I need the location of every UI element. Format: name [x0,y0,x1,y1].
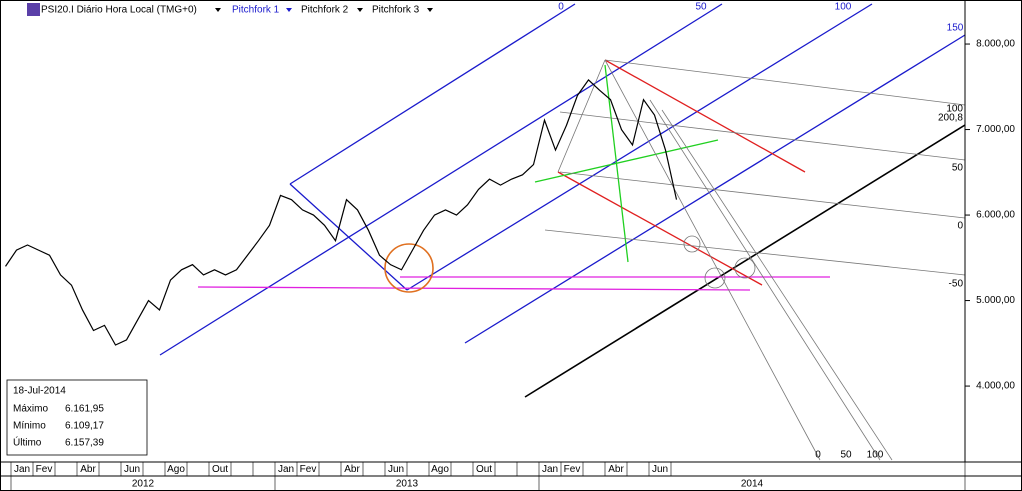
info-date: 18-Jul-2014 [13,386,66,397]
fork-line [649,99,881,461]
fork-handle [557,59,606,173]
x-tick-label: Out [212,464,228,475]
info-value: 6.161,95 [65,404,104,415]
fork-line [159,3,723,356]
x-tick-label: Fev [36,464,53,475]
fork-line [661,109,893,461]
fork-label: 150 [947,23,964,34]
info-value: 6.157,39 [65,438,104,449]
year-label: 2012 [132,479,155,490]
fork-label: 0 [558,2,564,13]
fork-line [604,59,806,173]
y-tick-label: 5.000,00 [976,295,1015,306]
x-tick-label: Jun [388,464,404,475]
price-line [5,79,678,346]
fib-label: 50 [952,163,964,174]
fork-line [406,3,873,291]
fork-line [534,139,719,183]
x-tick-label: Ago [431,464,449,475]
tool-button[interactable]: Pitchfork 3 [372,5,420,16]
symbol-title: PSI20.I Diário Hora Local (TMG+0) [41,5,197,16]
info-value: 6.109,17 [65,421,104,432]
x-tick-label: Fev [300,464,317,475]
fork-label: 100 [835,2,852,13]
x-tick-label: Fev [564,464,581,475]
dropdown-arrow[interactable] [215,8,221,12]
fork-label: 50 [695,2,707,13]
fork-label: 50 [840,450,852,461]
dropdown-arrow[interactable] [286,8,292,12]
info-key: Máximo [13,404,48,415]
info-box: 18-Jul-2014 Máximo 6.161,95 Mínimo 6.109… [6,379,148,456]
h-line [197,286,751,291]
y-tick-label: 6.000,00 [976,210,1015,221]
fork-line [544,229,966,276]
fork-handle [289,183,408,291]
header: PSI20.I Diário Hora Local (TMG+0) Pitchf… [27,3,433,16]
x-tick-label: Abr [80,464,96,475]
dropdown-arrow[interactable] [427,8,433,12]
fork-line [289,3,576,185]
info-frame [6,379,148,456]
fib-label: -50 [949,279,964,290]
tool-button[interactable]: Pitchfork 1 [232,5,280,16]
fork-line [464,34,966,344]
fib-label: 0 [957,221,963,232]
info-key: Mínimo [13,421,46,432]
fork-label: 0 [815,450,821,461]
fib-label: 100 [946,104,963,115]
x-tick-label: Out [476,464,492,475]
trend-line [524,124,966,398]
year-label: 2014 [741,479,764,490]
x-tick-label: Abr [608,464,624,475]
marker-circle [704,267,726,289]
x-tick-label: Jan [278,464,294,475]
annotations: 0 50 100 150 0 50 100 100 200,8 50 0 -50 [558,2,964,461]
year-label: 2013 [396,479,419,490]
fork-line [559,171,966,219]
y-tick-label: 4.000,00 [976,381,1015,392]
tool-button[interactable]: Pitchfork 2 [301,5,349,16]
fork-line [557,171,763,286]
fork-line [604,59,966,106]
dropdown-arrow[interactable] [357,8,363,12]
marker-circle [683,235,701,253]
fork-label: 100 [867,450,884,461]
x-tick-label: Jun [124,464,140,475]
x-tick-label: Abr [344,464,360,475]
fib-label: 200,8 [938,113,963,124]
fork-line [604,59,821,461]
symbol-icon [27,3,40,16]
info-key: Último [13,436,42,449]
x-tick-label: Jan [14,464,30,475]
fork-line [559,111,966,161]
x-tick-label: Ago [167,464,185,475]
marker-circle [384,243,434,293]
marker-circle [734,257,756,279]
x-tick-label: Jan [542,464,558,475]
x-tick-label: Jun [652,464,668,475]
y-tick-label: 8.000,00 [976,39,1015,50]
y-tick-label: 7.000,00 [976,124,1015,135]
